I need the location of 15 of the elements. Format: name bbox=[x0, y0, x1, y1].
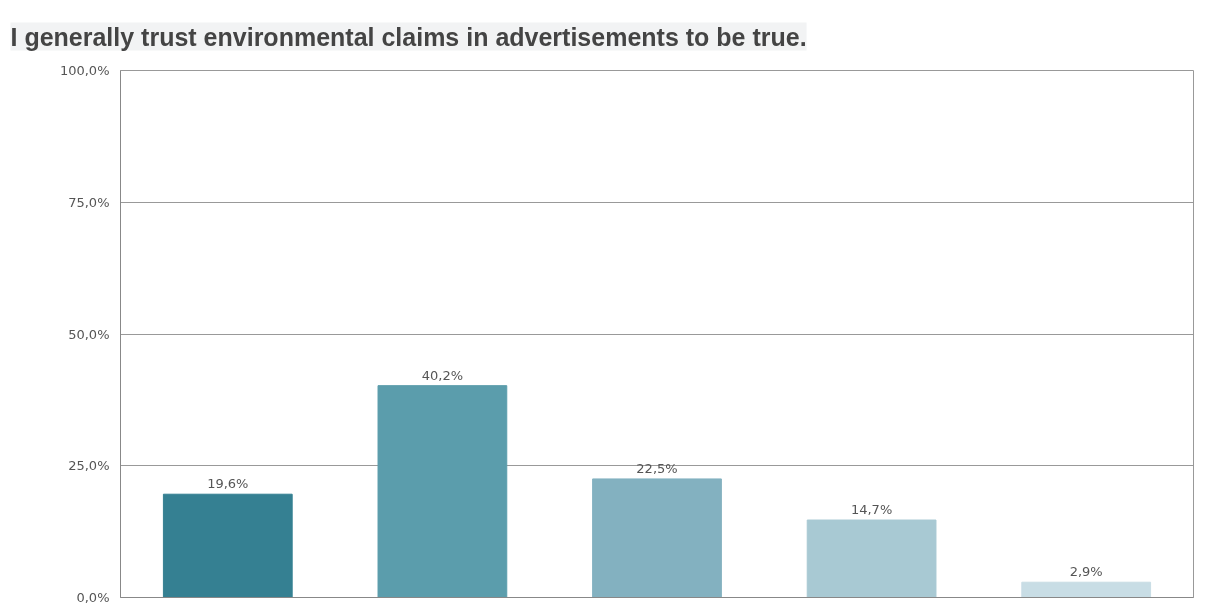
bar bbox=[592, 478, 722, 598]
chart-title: I generally trust environmental claims in advertisements to be true. bbox=[10, 22, 807, 51]
y-tick-label: 100,0% bbox=[59, 63, 110, 78]
data-label: 14,7% bbox=[850, 502, 893, 518]
data-label: 40,2% bbox=[421, 367, 464, 383]
bar bbox=[806, 519, 937, 598]
y-tick-label: 0,0% bbox=[76, 590, 110, 605]
data-label: 2,9% bbox=[1069, 564, 1103, 580]
y-tick-label: 75,0% bbox=[68, 194, 110, 210]
data-label: 19,6% bbox=[207, 476, 249, 492]
bar bbox=[1021, 581, 1152, 598]
bar bbox=[162, 493, 293, 598]
y-tick-label: 50,0% bbox=[68, 326, 110, 342]
y-tick-label: 25,0% bbox=[68, 458, 110, 474]
bar bbox=[377, 385, 508, 598]
